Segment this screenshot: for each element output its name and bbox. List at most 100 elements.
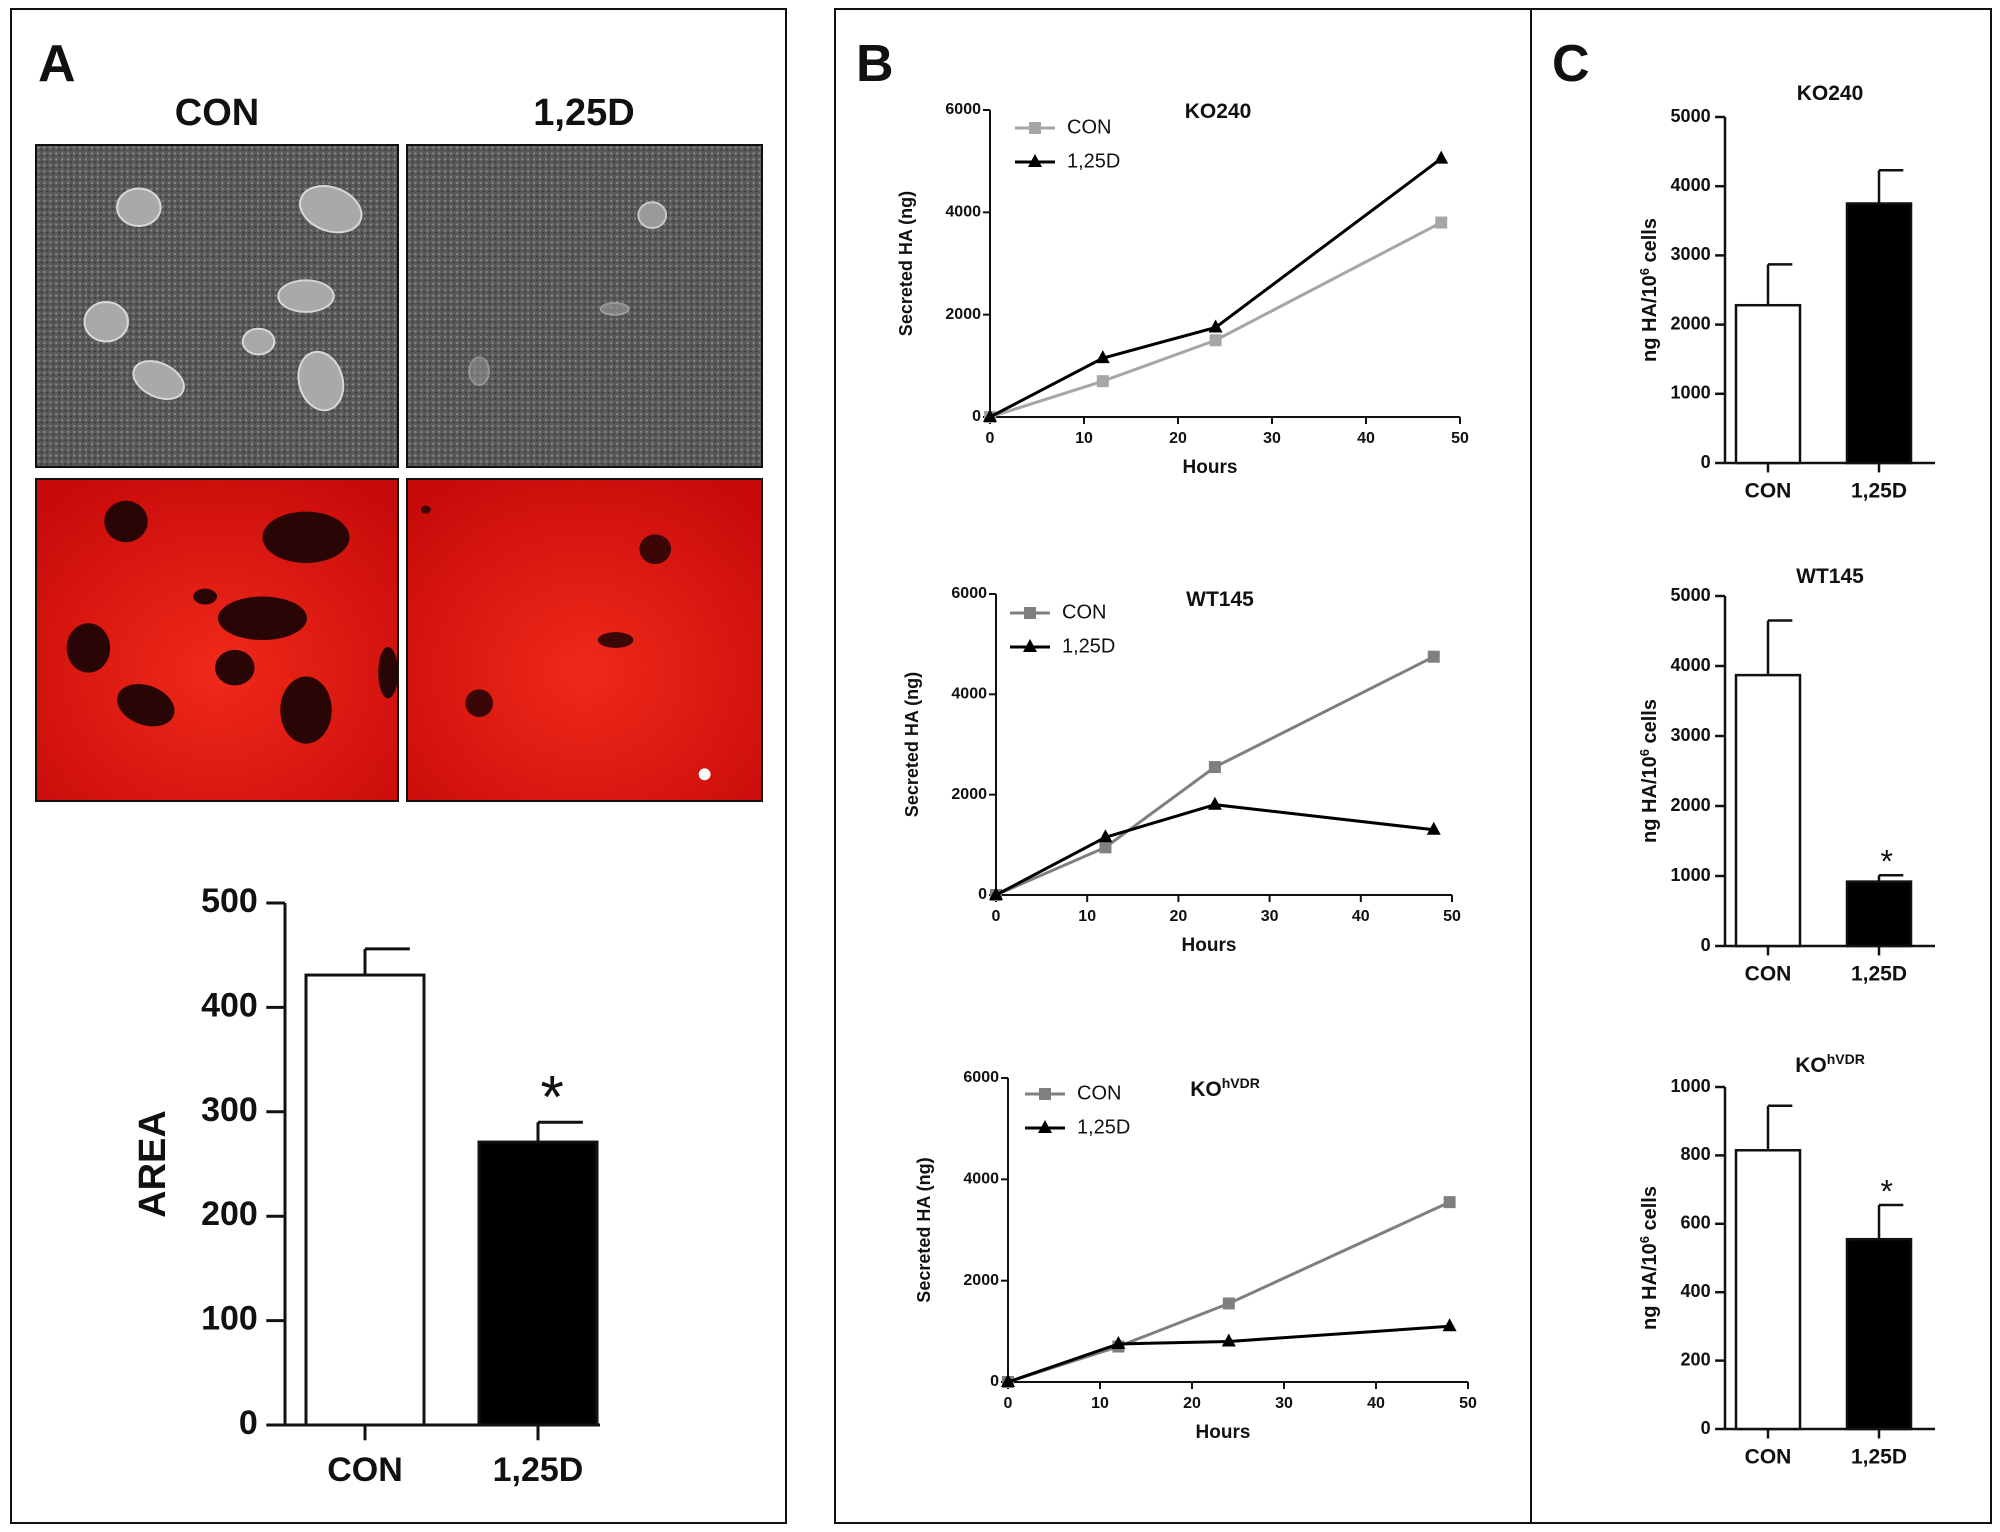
y-tick-label: 0 <box>990 1373 999 1390</box>
data-point-0-2 <box>1209 334 1222 347</box>
data-point-0-1 <box>1099 841 1112 854</box>
chart-a-area: 0 100 200 300 400 500 CON 1,25D * AREA <box>132 882 600 1489</box>
y-tick-label: 2000 <box>1671 313 1711 333</box>
chart-title: KOhVDR <box>1190 1075 1260 1101</box>
series-line-0 <box>995 655 1435 897</box>
y-tick-label: 200 <box>201 1195 258 1233</box>
data-point-1-1 <box>1098 829 1113 843</box>
legend-label-1: 1,25D <box>1077 1116 1130 1138</box>
x-tick-label: 40 <box>1367 1395 1385 1412</box>
category-label: 1,25D <box>1851 480 1907 503</box>
chart-b-ko240: 0 2000 4000 6000 0 10 20 30 40 50 Hours Secreted HA… <box>896 100 1469 478</box>
data-point-1-1 <box>1111 1336 1126 1349</box>
data-point-1-2 <box>1207 796 1222 810</box>
series-line-0 <box>1007 1200 1451 1384</box>
data-point-1-2 <box>1208 319 1223 333</box>
data-point-1-3 <box>1442 1318 1457 1332</box>
y-axis-label: Secreted HA (ng) <box>902 672 922 817</box>
x-tick-label: 10 <box>1091 1395 1109 1412</box>
x-tick-label: 0 <box>1004 1395 1013 1412</box>
data-point-1-0 <box>983 409 997 422</box>
bright-spot <box>698 768 711 781</box>
chart-title: WT145 <box>1186 588 1254 611</box>
category-label: CON <box>1745 1446 1792 1469</box>
fluorescence-125d-image <box>406 478 763 802</box>
data-point-1-0 <box>1001 1374 1015 1387</box>
column-label-con: CON <box>174 92 260 134</box>
y-tick-label: 2000 <box>963 1272 999 1289</box>
y-tick-label: 0 <box>972 408 981 425</box>
data-point-0-1 <box>1096 375 1109 388</box>
data-point-1-1 <box>1095 350 1110 364</box>
legend-marker-0 <box>1029 122 1041 134</box>
x-tick-label: 0 <box>986 430 995 447</box>
legend-marker-0 <box>1039 1088 1051 1100</box>
phase-contrast-con-image <box>35 144 399 468</box>
category-label: 1,25D <box>1851 963 1907 986</box>
y-tick-label: 6000 <box>951 585 987 602</box>
y-tick-label: 400 <box>201 986 258 1024</box>
y-tick-label: 200 <box>1681 1349 1711 1369</box>
x-axis-label: Hours <box>1196 1422 1251 1443</box>
bar-CON <box>1734 303 1802 465</box>
y-tick-label: 3000 <box>1671 244 1711 264</box>
x-tick-label: 20 <box>1170 908 1188 925</box>
y-tick-label: 2000 <box>1671 795 1711 815</box>
chart-title: KOhVDR <box>1795 1051 1865 1077</box>
category-label: CON <box>1745 480 1792 503</box>
chart-c-kohvdr: 0 200 400 600 800 1000 CON 1,25D * ng HA/106 cell… <box>1637 1051 1935 1469</box>
column-label-125d: 1,25D <box>533 92 635 134</box>
category-label: 1,25D <box>493 1451 584 1489</box>
panel-a-letter: A <box>38 35 76 93</box>
chart-title: KO240 <box>1185 100 1252 123</box>
chart-title: KO240 <box>1797 82 1864 105</box>
y-tick-label: 0 <box>1701 935 1711 955</box>
y-tick-label: 4000 <box>1671 655 1711 675</box>
bar-CON <box>1734 1149 1802 1431</box>
series-line-1 <box>1007 1324 1450 1384</box>
x-tick-label: 0 <box>992 908 1001 925</box>
series-line-0 <box>989 221 1442 419</box>
y-tick-label: 4000 <box>963 1171 999 1188</box>
legend-label-0: CON <box>1067 116 1111 138</box>
legend-label-0: CON <box>1077 1082 1121 1104</box>
data-point-1-3 <box>1426 821 1441 835</box>
x-tick-label: 40 <box>1357 430 1375 447</box>
y-axis-label: ng HA/106 cells <box>1637 1186 1662 1330</box>
x-tick-label: 30 <box>1261 908 1279 925</box>
data-point-0-3 <box>1443 1196 1456 1209</box>
y-tick-label: 3000 <box>1671 725 1711 745</box>
legend-marker-1 <box>1038 1120 1052 1133</box>
data-point-1-3 <box>1434 150 1449 164</box>
chart-b-wt145: 0 2000 4000 6000 0 10 20 30 40 50 Hours Secreted HA… <box>902 585 1461 956</box>
x-tick-label: 50 <box>1459 1395 1477 1412</box>
x-tick-label: 50 <box>1451 430 1469 447</box>
x-tick-label: 10 <box>1075 430 1093 447</box>
y-tick-label: 6000 <box>945 101 981 118</box>
x-tick-label: 30 <box>1275 1395 1293 1412</box>
y-tick-label: 4000 <box>1671 175 1711 195</box>
data-point-0-3 <box>1427 650 1440 663</box>
x-tick-label: 40 <box>1352 908 1370 925</box>
y-tick-label: 1000 <box>1671 865 1711 885</box>
panel-c-letter: C <box>1552 35 1590 93</box>
y-tick-label: 2000 <box>945 306 981 323</box>
y-axis-label: Secreted HA (ng) <box>896 191 916 336</box>
y-tick-label: 1000 <box>1671 1076 1711 1096</box>
y-tick-label: 5000 <box>1671 106 1711 126</box>
y-tick-label: 600 <box>1681 1213 1711 1233</box>
y-tick-label: 0 <box>1701 1418 1711 1438</box>
y-tick-label: 100 <box>201 1300 258 1338</box>
series-line-1 <box>995 803 1434 897</box>
legend-label-1: 1,25D <box>1067 150 1120 172</box>
chart-b-kohvdr: 0 2000 4000 6000 0 10 20 30 40 50 Hours Secreted HA… <box>914 1069 1477 1443</box>
y-tick-label: 0 <box>978 886 987 903</box>
data-point-0-2 <box>1222 1297 1235 1310</box>
y-tick-label: 800 <box>1681 1144 1711 1164</box>
y-tick-label: 1000 <box>1671 383 1711 403</box>
y-tick-label: 500 <box>201 882 258 920</box>
y-tick-label: 0 <box>1701 452 1711 472</box>
legend-marker-1 <box>1023 639 1037 652</box>
legend-label-1: 1,25D <box>1062 635 1115 657</box>
